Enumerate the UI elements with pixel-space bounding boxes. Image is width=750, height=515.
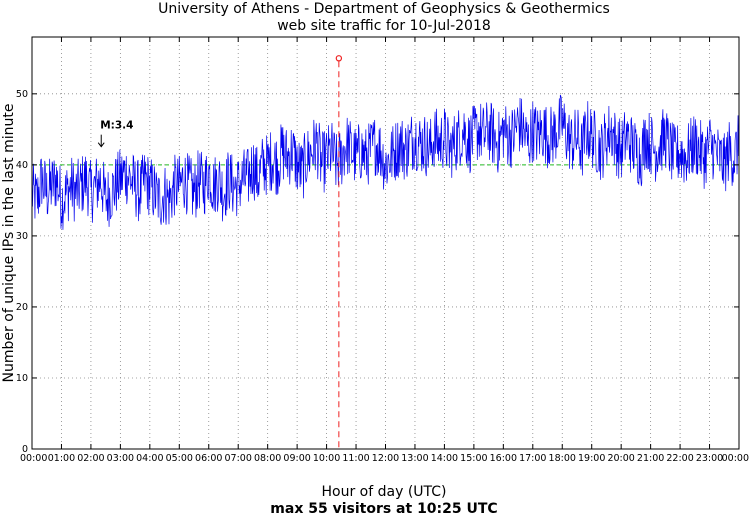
y-tick-label: 50: [16, 89, 28, 100]
x-tick-label: 13:00: [401, 453, 428, 464]
annotation-label: M:3.4: [100, 120, 133, 132]
y-tick-label: 10: [16, 373, 28, 384]
x-tick-label: 05:00: [166, 453, 193, 464]
x-tick-label: 02:00: [77, 453, 104, 464]
series-traffic: [31, 94, 740, 230]
x-tick-label: 16:00: [490, 453, 517, 464]
x-tick-label: 06:00: [195, 453, 222, 464]
x-tick-label: 09:00: [283, 453, 310, 464]
x-tick-label: 10:00: [313, 453, 340, 464]
x-tick-label: 03:00: [107, 453, 134, 464]
annotation-arrow-head: [97, 142, 105, 148]
x-tick-label: 00:00: [20, 453, 47, 464]
chart-subtitle: web site traffic for 10-Jul-2018: [277, 18, 491, 34]
x-tick-label: 12:00: [372, 453, 399, 464]
y-tick-label: 30: [16, 231, 28, 242]
plot-area: [32, 37, 739, 449]
x-tick-label: 01:00: [48, 453, 75, 464]
y-tick-label: 0: [22, 444, 28, 455]
x-tick-label: 18:00: [549, 453, 576, 464]
event-annotation: M:3.4: [97, 120, 133, 148]
y-tick-label: 40: [16, 160, 28, 171]
x-axis-ticks: 00:00 01:00 02:00 03:00 04:00 05:00 06:00 07:00…: [20, 37, 749, 464]
max-visitors-footer: max 55 visitors at 10:25 UTC: [270, 501, 497, 515]
x-tick-label: 22:00: [666, 453, 693, 464]
x-tick-label: 15:00: [460, 453, 487, 464]
y-axis-label: Number of unique IPs in the last minute: [1, 104, 17, 383]
x-tick-label: 19:00: [578, 453, 605, 464]
y-tick-label: 20: [16, 302, 28, 313]
y-axis-ticks: 0 10 20 30 40 50: [16, 89, 739, 455]
x-axis-label: Hour of day (UTC): [322, 484, 447, 500]
x-tick-label: 17:00: [519, 453, 546, 464]
x-tick-label: 08:00: [254, 453, 281, 464]
x-tick-label: 11:00: [342, 453, 369, 464]
x-tick-label: 20:00: [607, 453, 634, 464]
max-marker: [335, 55, 343, 449]
max-point: [335, 55, 343, 62]
traffic-line: [31, 94, 740, 230]
x-tick-label: 04:00: [136, 453, 163, 464]
x-tick-label: 07:00: [225, 453, 252, 464]
x-tick-label: 00:00: [722, 453, 749, 464]
x-tick-label: 21:00: [637, 453, 664, 464]
x-tick-label: 23:00: [696, 453, 723, 464]
chart-title: University of Athens - Department of Geo…: [158, 1, 610, 17]
x-tick-label: 14:00: [431, 453, 458, 464]
